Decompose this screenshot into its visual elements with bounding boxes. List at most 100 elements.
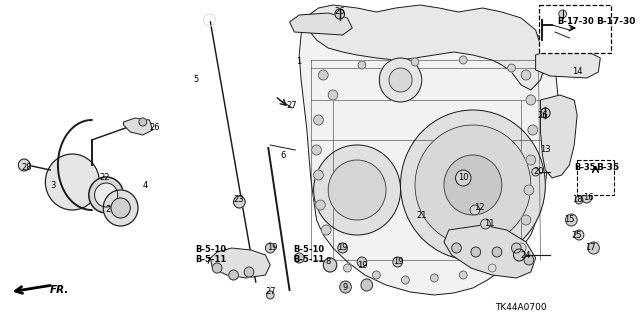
Circle shape [103, 190, 138, 226]
Text: 10: 10 [458, 174, 468, 182]
Circle shape [488, 264, 496, 272]
Text: TK44A0700: TK44A0700 [495, 303, 547, 313]
Text: 19: 19 [337, 243, 348, 253]
Circle shape [361, 279, 372, 291]
Circle shape [45, 154, 99, 210]
Text: B-5-10: B-5-10 [293, 246, 324, 255]
Text: 14: 14 [572, 68, 582, 77]
Text: 27: 27 [265, 287, 276, 296]
Circle shape [431, 274, 438, 282]
Circle shape [492, 247, 502, 257]
Circle shape [380, 58, 422, 102]
Circle shape [415, 125, 531, 245]
Text: 19: 19 [394, 257, 404, 266]
Circle shape [319, 70, 328, 80]
Circle shape [516, 243, 526, 253]
Circle shape [244, 267, 254, 277]
Text: 23: 23 [233, 196, 244, 204]
Polygon shape [307, 5, 545, 90]
Circle shape [314, 170, 323, 180]
Circle shape [393, 257, 403, 267]
Circle shape [312, 145, 321, 155]
Text: 26: 26 [149, 123, 160, 132]
Circle shape [344, 264, 351, 272]
Circle shape [340, 281, 351, 293]
Circle shape [511, 243, 521, 253]
Circle shape [95, 183, 118, 207]
Text: 16: 16 [584, 194, 594, 203]
Text: 2: 2 [106, 205, 111, 214]
Circle shape [321, 225, 331, 235]
Circle shape [111, 198, 131, 218]
Circle shape [456, 170, 471, 186]
Text: 26: 26 [335, 8, 345, 17]
Circle shape [559, 10, 566, 18]
Text: 19: 19 [267, 243, 277, 253]
Circle shape [323, 258, 337, 272]
Circle shape [526, 155, 536, 165]
Circle shape [574, 230, 584, 240]
Text: B-5-11: B-5-11 [293, 256, 324, 264]
Text: 13: 13 [540, 145, 550, 154]
Polygon shape [540, 95, 577, 178]
Circle shape [588, 242, 599, 254]
Circle shape [532, 168, 540, 176]
Circle shape [314, 115, 323, 125]
Circle shape [266, 243, 275, 253]
Text: 4: 4 [142, 181, 147, 189]
Text: B-35: B-35 [596, 164, 620, 173]
Circle shape [470, 205, 479, 215]
Polygon shape [211, 248, 270, 278]
Text: 21: 21 [417, 211, 427, 219]
Circle shape [389, 68, 412, 92]
Circle shape [316, 200, 325, 210]
Circle shape [89, 177, 124, 213]
Text: 1: 1 [296, 57, 302, 66]
Circle shape [524, 185, 534, 195]
Text: B-5-11: B-5-11 [195, 256, 226, 264]
Text: 27: 27 [286, 100, 297, 109]
Circle shape [234, 196, 245, 208]
Circle shape [294, 253, 304, 263]
Circle shape [357, 257, 367, 267]
Circle shape [328, 160, 386, 220]
Text: 12: 12 [474, 204, 485, 212]
Circle shape [521, 215, 531, 225]
Text: 20: 20 [533, 167, 544, 176]
Text: B-17-30: B-17-30 [596, 18, 636, 26]
Circle shape [524, 255, 534, 265]
Circle shape [411, 58, 419, 66]
Circle shape [401, 276, 409, 284]
Text: 18: 18 [572, 196, 582, 204]
Circle shape [566, 214, 577, 226]
Text: 3: 3 [51, 181, 56, 189]
Circle shape [521, 70, 531, 80]
Circle shape [540, 108, 550, 118]
Text: FR.: FR. [50, 285, 70, 295]
Text: B-35: B-35 [574, 164, 596, 173]
Circle shape [328, 90, 338, 100]
Polygon shape [124, 118, 152, 135]
Polygon shape [536, 50, 600, 78]
Circle shape [444, 155, 502, 215]
Text: B-5-10: B-5-10 [195, 246, 226, 255]
Circle shape [582, 193, 591, 203]
Text: 5: 5 [193, 76, 198, 85]
Circle shape [358, 61, 366, 69]
Text: 19: 19 [356, 261, 367, 270]
Text: 7: 7 [205, 257, 210, 266]
Text: 24: 24 [521, 250, 531, 259]
Text: 11: 11 [484, 219, 495, 228]
Circle shape [335, 9, 344, 19]
Circle shape [528, 125, 538, 135]
Text: 28: 28 [22, 164, 33, 173]
Text: B-17-30: B-17-30 [557, 18, 593, 26]
Text: 17: 17 [586, 243, 596, 253]
Circle shape [372, 271, 380, 279]
Circle shape [452, 243, 461, 253]
Circle shape [266, 291, 274, 299]
Text: 6: 6 [280, 151, 285, 160]
Circle shape [338, 243, 348, 253]
Circle shape [19, 159, 30, 171]
Circle shape [508, 64, 515, 72]
